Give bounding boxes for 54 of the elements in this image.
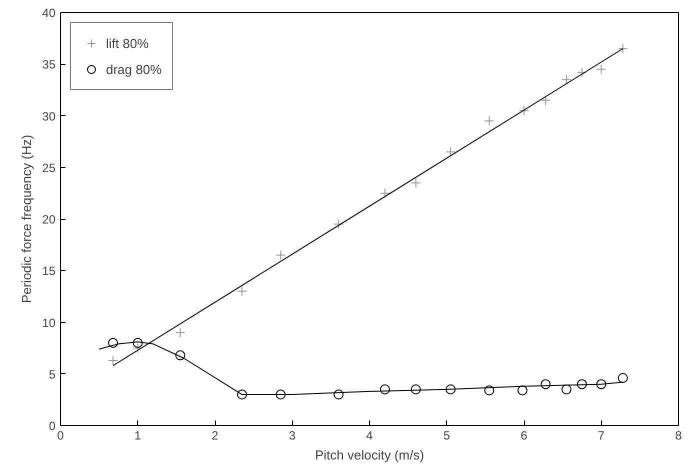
legend-label: drag 80% xyxy=(106,62,162,76)
point xyxy=(446,384,456,394)
point xyxy=(576,67,587,78)
legend-label: lift 80% xyxy=(106,36,149,50)
point xyxy=(561,384,572,394)
x-tick-label: 0 xyxy=(57,428,64,442)
y-tick-label: 15 xyxy=(42,264,56,278)
point xyxy=(410,178,421,188)
point xyxy=(561,74,572,85)
point xyxy=(108,355,118,366)
y-tick-label: 35 xyxy=(42,58,56,72)
point xyxy=(519,106,529,116)
x-tick-label: 7 xyxy=(598,428,605,442)
point xyxy=(446,146,456,157)
point xyxy=(596,379,606,390)
point xyxy=(175,350,186,360)
x-axis-title: Pitch velocity (m/s) xyxy=(314,448,424,462)
point xyxy=(276,390,286,400)
point xyxy=(380,384,390,394)
point xyxy=(410,384,421,394)
point xyxy=(132,343,143,354)
x-tick-label: 4 xyxy=(366,428,374,442)
point xyxy=(108,338,118,348)
y-tick-label: 10 xyxy=(42,316,56,330)
point xyxy=(380,188,390,198)
point xyxy=(132,338,143,348)
point xyxy=(276,250,286,260)
point xyxy=(618,44,628,54)
x-tick-label: 2 xyxy=(212,428,219,442)
y-tick-label: 25 xyxy=(42,160,56,175)
point xyxy=(618,373,628,383)
y-axis-title: Periodic force frequency (Hz) xyxy=(19,134,34,304)
y-tick-label: 5 xyxy=(48,367,56,382)
y-tick-label: 30 xyxy=(42,109,56,124)
point xyxy=(596,64,606,74)
point xyxy=(334,390,344,400)
point xyxy=(334,219,344,230)
x-tick-label: 5 xyxy=(443,428,450,442)
point xyxy=(237,390,248,400)
y-tick-label: 20 xyxy=(42,212,56,226)
point xyxy=(237,286,248,296)
point xyxy=(484,116,494,126)
point xyxy=(576,379,587,390)
point xyxy=(175,328,186,338)
y-tick-label: 0 xyxy=(48,419,56,433)
x-tick-label: 1 xyxy=(134,428,142,442)
point xyxy=(484,385,494,396)
x-tick-label: 8 xyxy=(675,428,682,442)
point xyxy=(540,379,551,390)
x-tick-label: 6 xyxy=(520,428,528,442)
point xyxy=(517,385,528,396)
y-tick-label: 40 xyxy=(42,6,56,20)
point xyxy=(540,95,551,106)
x-tick-label: 3 xyxy=(288,428,296,442)
